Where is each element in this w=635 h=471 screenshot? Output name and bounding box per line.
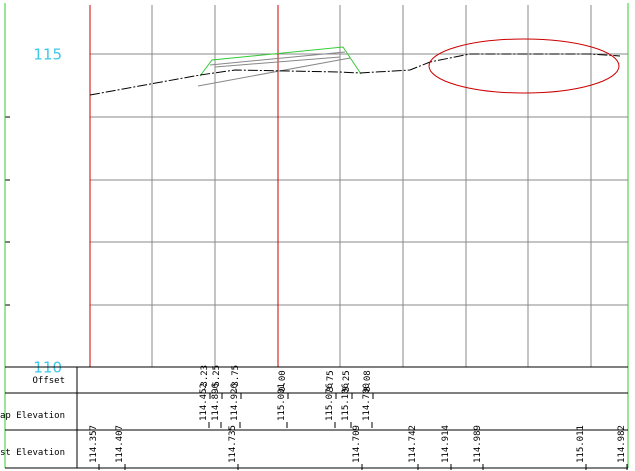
table-lines <box>5 366 628 469</box>
existing-elevation-label: 114.982 <box>617 425 627 463</box>
offset-label: 0.00 <box>278 370 288 392</box>
highlight <box>428 38 620 94</box>
row-header: Offset <box>32 376 65 386</box>
offset-label: 5.25 <box>342 370 352 392</box>
grading-line <box>209 51 346 66</box>
offset-label: -3.23 <box>200 365 210 392</box>
offset-label: -5.25 <box>212 365 222 392</box>
row-header: rap Elevation <box>0 411 65 421</box>
existing-elevation-label: 115.011 <box>576 425 586 463</box>
grade-elevation-label: 115.001 <box>277 383 287 421</box>
grading-outline <box>199 46 362 77</box>
existing-elevation-label: 114.742 <box>408 425 418 463</box>
grade-elevation-label: 115.076 <box>325 383 335 421</box>
grade-elevation-label: 115.106 <box>341 383 351 421</box>
ticks <box>5 116 10 306</box>
existing-elevation-label: 114.709 <box>352 425 362 463</box>
existing-elevation-label: 114.407 <box>115 425 125 463</box>
axis-label: 115 <box>33 46 62 64</box>
grading-line <box>214 56 341 68</box>
row-header: xist Elevation <box>0 448 65 458</box>
existing-elevation-label: 114.914 <box>441 425 451 463</box>
existing-elevation-label: 114.989 <box>473 425 483 463</box>
existing-ground <box>89 53 621 96</box>
offset-label: -3.75 <box>231 365 241 392</box>
grade-elevation-label: 114.926 <box>230 383 240 421</box>
existing-elevation-label: 114.357 <box>89 425 99 463</box>
offset-label: 8.08 <box>363 370 373 392</box>
grade-elevation-label: 114.452 <box>199 383 209 421</box>
grid <box>90 5 628 367</box>
existing-elevation-label: 114.735 <box>228 425 238 463</box>
grade-elevation-label: 114.896 <box>211 383 221 421</box>
offset-label: 3.75 <box>326 370 336 392</box>
grading-line <box>197 57 351 87</box>
grade-elevation-label: 114.700 <box>362 383 372 421</box>
